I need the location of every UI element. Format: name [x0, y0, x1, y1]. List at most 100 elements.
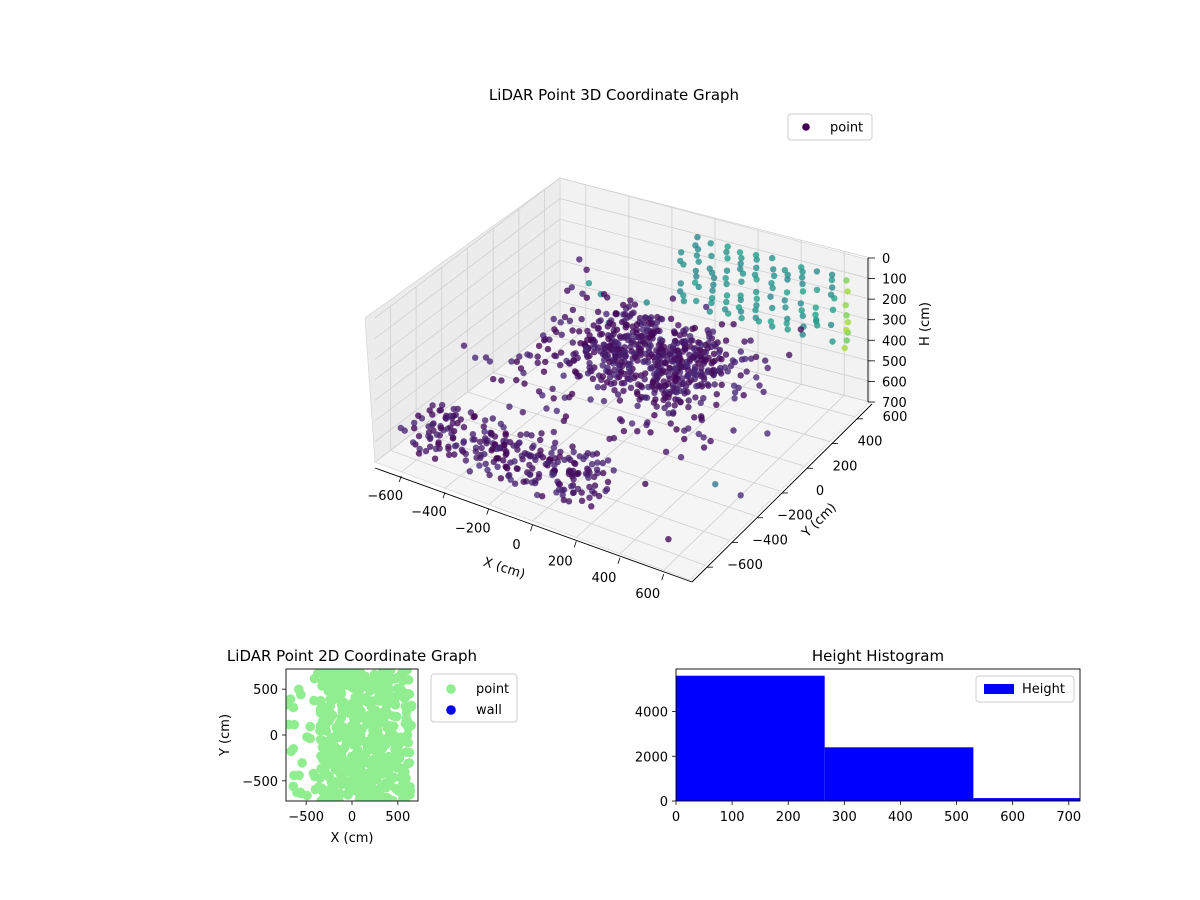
y-axis-label-2d: Y (cm) — [218, 714, 233, 757]
data-point-3d — [539, 493, 546, 500]
data-point-3d — [535, 342, 543, 350]
data-point-2d — [366, 776, 377, 786]
y-tick-label-3d: 200 — [833, 459, 858, 474]
data-point-3d — [841, 344, 848, 352]
legend-point-label: point — [830, 121, 863, 136]
data-point-3d — [640, 358, 647, 365]
data-point-3d — [553, 407, 560, 415]
data-point-3d — [445, 445, 452, 453]
data-point-3d — [600, 384, 607, 391]
y-tick-label-2d: −500 — [242, 775, 278, 790]
data-point-3d — [770, 266, 777, 273]
data-point-3d — [723, 298, 730, 306]
data-point-3d — [737, 292, 744, 299]
data-point-3d — [762, 357, 769, 364]
data-point-3d — [585, 474, 592, 481]
data-point-3d — [481, 428, 488, 435]
data-point-3d — [466, 468, 473, 475]
y-tick-label-3d: −600 — [727, 558, 763, 573]
data-point-3d — [743, 368, 750, 375]
data-point-3d — [587, 396, 594, 403]
data-point-3d — [685, 403, 692, 411]
data-point-3d — [829, 306, 837, 313]
grid-line — [493, 372, 806, 467]
data-point-2d — [361, 693, 372, 704]
points-2d — [286, 669, 417, 801]
data-point-2d — [309, 695, 319, 706]
data-point-3d — [415, 412, 422, 419]
data-point-3d — [813, 286, 821, 294]
data-point-3d — [431, 455, 439, 462]
data-point-3d — [523, 431, 530, 438]
data-point-2d — [317, 681, 327, 691]
data-point-3d — [799, 288, 807, 295]
data-point-3d — [566, 317, 574, 324]
data-point-3d — [605, 335, 612, 342]
histogram-title: Height Histogram — [812, 647, 944, 665]
data-point-2d — [398, 676, 408, 686]
data-point-3d — [723, 267, 731, 274]
data-point-3d — [767, 318, 775, 325]
data-point-3d — [680, 327, 687, 335]
data-point-3d — [578, 315, 585, 323]
legend-2d-wall-label: wall — [476, 703, 502, 718]
data-point-3d — [495, 444, 502, 451]
data-point-3d — [462, 457, 470, 464]
data-point-3d — [799, 280, 806, 288]
data-point-3d — [637, 349, 644, 357]
data-point-2d — [350, 707, 360, 717]
data-point-3d — [497, 420, 505, 427]
data-point-2d — [402, 730, 413, 740]
data-point-3d — [710, 274, 718, 282]
histogram-bar — [824, 747, 974, 801]
data-point-2d — [386, 669, 396, 675]
data-point-3d — [429, 411, 436, 418]
legend-histogram: Height — [975, 675, 1075, 703]
data-point-3d — [532, 479, 539, 487]
data-point-3d — [612, 310, 619, 317]
data-point-3d — [649, 379, 657, 386]
data-point-3d — [723, 292, 731, 299]
data-point-3d — [606, 374, 614, 381]
data-point-3d — [753, 295, 760, 302]
data-point-2d — [351, 684, 361, 695]
data-point-3d — [781, 267, 789, 274]
data-point-3d — [722, 275, 729, 282]
data-point-2d — [289, 770, 299, 781]
data-point-3d — [576, 256, 583, 263]
data-point-3d — [490, 375, 497, 383]
data-point-3d — [397, 424, 404, 432]
data-point-3d — [482, 460, 489, 467]
data-point-3d — [710, 350, 718, 358]
data-point-3d — [828, 276, 836, 284]
x-tick-label-hist: 500 — [944, 810, 969, 825]
data-point-3d — [476, 438, 484, 445]
data-point-3d — [591, 482, 599, 489]
data-point-3d — [724, 255, 731, 262]
data-point-3d — [551, 326, 558, 333]
data-point-3d — [753, 264, 760, 271]
data-point-2d — [305, 721, 316, 732]
data-point-3d — [519, 409, 526, 416]
data-point-3d — [700, 395, 707, 402]
data-point-3d — [713, 391, 720, 398]
data-point-3d — [691, 414, 698, 421]
data-point-3d — [594, 308, 602, 315]
data-point-3d — [736, 249, 744, 256]
data-point-3d — [510, 442, 517, 449]
data-point-3d — [425, 432, 432, 440]
data-point-3d — [747, 337, 754, 344]
data-point-3d — [769, 304, 776, 312]
y-tick-label-2d: 0 — [270, 729, 278, 744]
data-point-3d — [641, 376, 648, 383]
grid-line — [467, 391, 781, 492]
data-point-3d — [433, 431, 440, 438]
data-point-3d — [604, 294, 611, 301]
x-tick-label-hist: 400 — [888, 810, 913, 825]
data-point-3d — [770, 272, 778, 279]
data-point-3d — [768, 280, 775, 287]
data-point-2d — [316, 796, 326, 801]
data-point-3d — [665, 401, 672, 408]
data-point-3d — [735, 304, 743, 311]
data-point-3d — [723, 248, 730, 256]
